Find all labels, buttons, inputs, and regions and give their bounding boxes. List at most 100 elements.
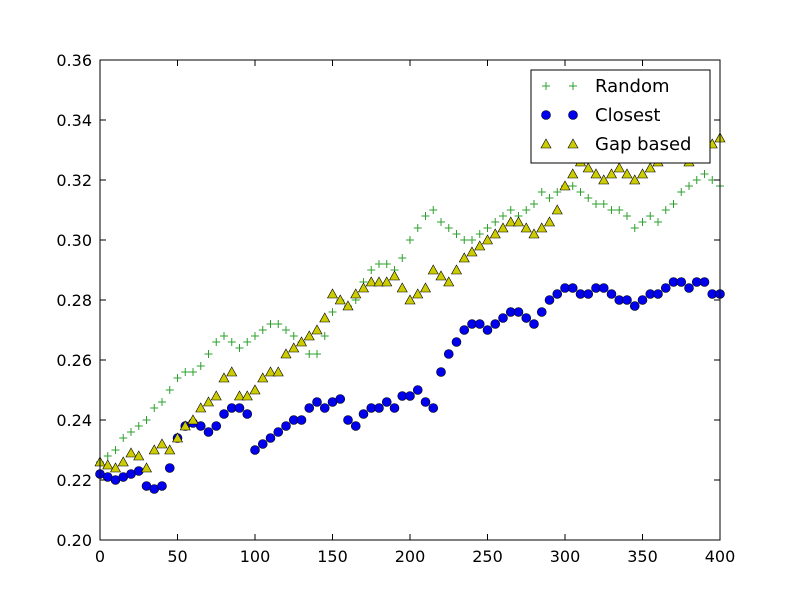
data-point <box>133 450 145 461</box>
data-point <box>304 403 315 413</box>
data-point <box>187 414 199 425</box>
data-point <box>319 312 331 323</box>
data-point <box>435 270 447 281</box>
data-point <box>266 320 275 328</box>
data-point <box>436 367 446 377</box>
data-point <box>220 332 228 340</box>
data-point <box>450 264 463 275</box>
data-point <box>313 350 321 358</box>
legend-marker <box>568 110 578 120</box>
data-point <box>165 386 174 394</box>
data-point <box>429 206 438 214</box>
data-point <box>326 288 339 299</box>
data-point <box>295 336 308 347</box>
data-point <box>358 409 369 419</box>
data-point <box>629 301 640 311</box>
y-tick-label: 0.28 <box>56 291 92 310</box>
data-point <box>458 252 470 263</box>
y-tick-labels: 0.20 0.22 0.24 0.26 0.28 0.30 0.32 0.34 0.36 <box>56 51 92 550</box>
data-point <box>375 260 383 268</box>
plot-frame <box>99 59 721 541</box>
data-point <box>280 348 292 359</box>
data-point <box>528 228 540 239</box>
data-point <box>134 422 143 430</box>
data-point <box>396 282 408 293</box>
data-point <box>109 462 122 473</box>
data-point <box>559 180 571 191</box>
legend-entry: Gap based <box>540 134 691 155</box>
data-point <box>466 246 478 257</box>
x-tick-label: 50 <box>167 547 187 566</box>
data-point <box>513 307 524 317</box>
data-point <box>343 415 353 425</box>
data-point <box>226 366 238 377</box>
data-point <box>173 374 182 382</box>
data-point <box>257 372 269 383</box>
data-point <box>320 332 329 340</box>
series-gap-based <box>94 132 726 473</box>
data-point <box>552 289 563 299</box>
data-point <box>405 391 415 401</box>
legend: Random Closest Gap based <box>530 69 711 164</box>
data-point <box>630 224 639 232</box>
data-point <box>350 288 362 299</box>
data-point <box>258 326 267 334</box>
data-point <box>551 204 563 215</box>
data-point <box>311 324 323 335</box>
data-point <box>475 230 484 238</box>
y-tick-label: 0.36 <box>56 51 92 70</box>
data-point <box>158 398 166 406</box>
data-markers <box>94 132 726 494</box>
data-point <box>644 162 656 173</box>
data-point <box>481 234 494 245</box>
x-tick-label: 300 <box>550 547 581 566</box>
data-point <box>251 332 259 340</box>
legend-label: Random <box>595 76 670 97</box>
data-point <box>257 439 268 449</box>
data-point <box>419 282 432 293</box>
data-point <box>388 270 401 281</box>
data-point <box>404 294 416 305</box>
data-point <box>536 307 547 317</box>
data-point <box>398 254 407 262</box>
data-point <box>615 206 624 214</box>
data-point <box>305 350 314 358</box>
data-point <box>536 222 548 233</box>
data-point <box>543 216 556 227</box>
data-point <box>506 206 515 214</box>
data-point <box>474 319 485 329</box>
series-random <box>96 170 724 466</box>
data-point <box>413 224 422 232</box>
data-point <box>654 218 662 226</box>
data-point <box>142 416 151 424</box>
legend-marker <box>541 110 551 120</box>
data-point <box>181 368 190 376</box>
data-point <box>282 326 290 334</box>
data-point <box>210 390 222 401</box>
data-point <box>530 200 538 208</box>
data-point <box>195 402 207 413</box>
data-point <box>179 420 191 431</box>
data-point <box>156 438 168 449</box>
x-tick-label: 150 <box>317 547 348 566</box>
data-point <box>328 308 337 316</box>
data-point <box>119 434 128 442</box>
data-point <box>613 162 625 173</box>
data-point <box>249 384 261 395</box>
data-point <box>303 330 315 341</box>
legend-label: Closest <box>595 105 660 126</box>
data-point <box>211 421 222 431</box>
data-point <box>296 415 307 425</box>
data-point <box>629 174 641 185</box>
data-point <box>699 277 710 287</box>
x-tick-label: 100 <box>240 547 271 566</box>
data-point <box>537 188 546 196</box>
data-point <box>288 342 300 353</box>
data-point <box>189 368 197 376</box>
data-point <box>638 218 647 226</box>
y-tick-label: 0.24 <box>56 411 92 430</box>
data-point <box>443 349 454 359</box>
data-point <box>692 176 701 184</box>
data-point <box>196 362 205 370</box>
